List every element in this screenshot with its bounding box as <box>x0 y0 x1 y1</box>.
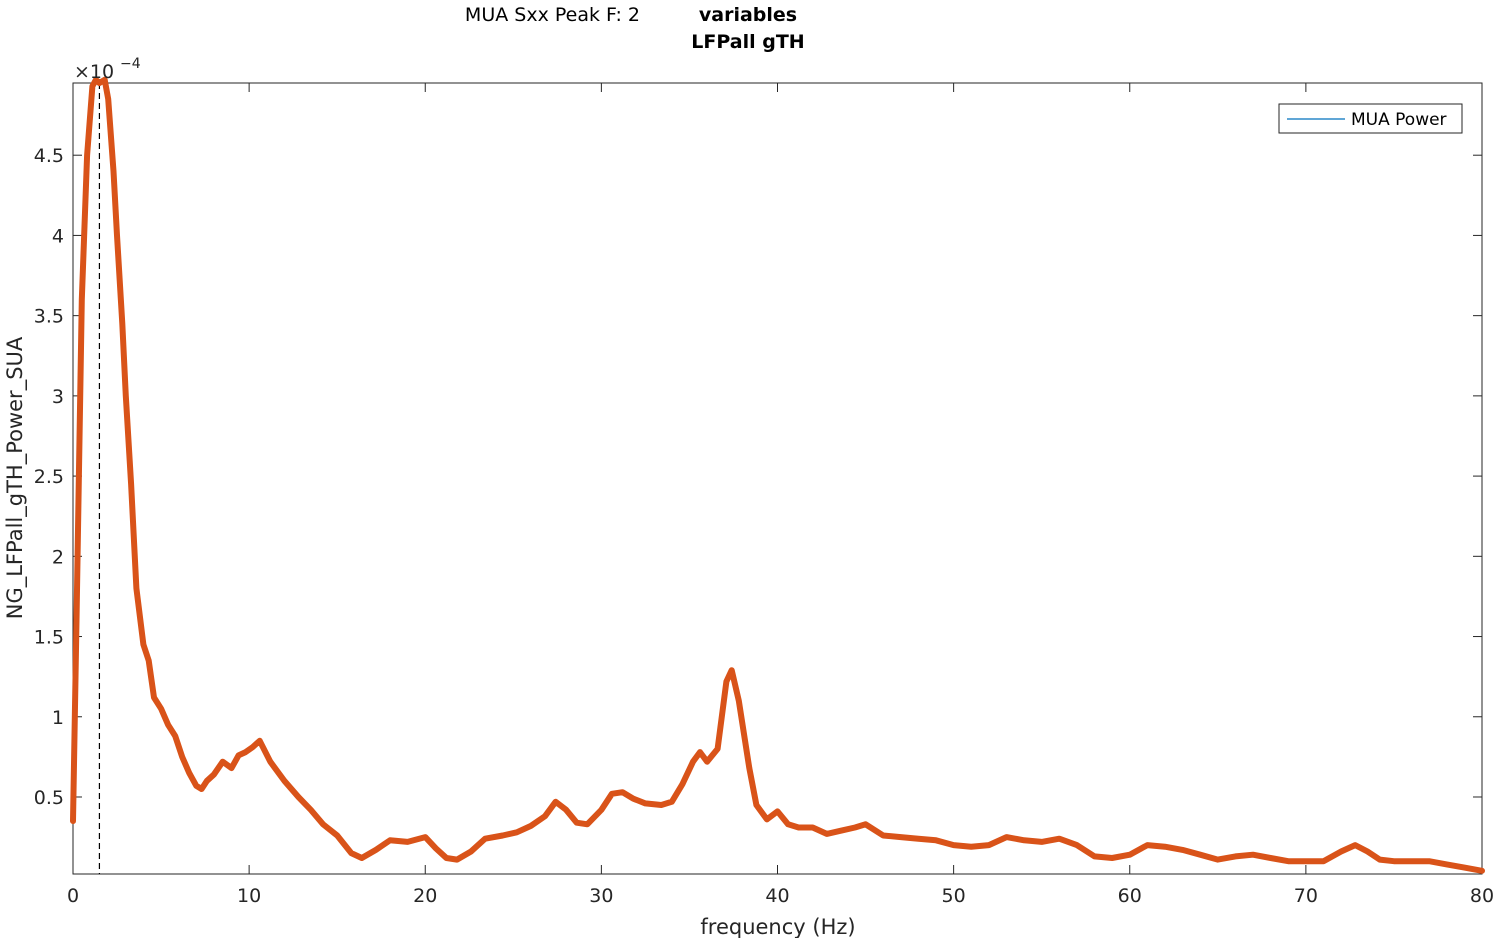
x-tick-label: 60 <box>1118 885 1142 907</box>
y-tick-label: 3.5 <box>34 306 64 328</box>
y-tick-label: 1 <box>52 707 64 729</box>
y-tick-label: 4.5 <box>34 145 64 167</box>
plot-area: 0 10 20 30 40 50 60 70 80 0.5 1 1.5 2 2.5 3 3.5 4 4.5 <box>34 76 1494 907</box>
y-tick-label: 4 <box>52 225 64 247</box>
chart-title-variables: variables <box>699 4 797 26</box>
y-axis-ticks: 0.5 1 1.5 2 2.5 3 3.5 4 4.5 <box>34 145 1482 809</box>
y-axis-label: NG_LFPall_gTH_Power_SUA <box>3 336 28 619</box>
x-axis-label: frequency (Hz) <box>700 915 855 938</box>
chart-title-left: MUA Sxx Peak F: 2 <box>465 4 640 26</box>
y-tick-label: 0.5 <box>34 787 64 809</box>
y-tick-label: 2 <box>52 546 64 568</box>
y-tick-label: 1.5 <box>34 627 64 649</box>
chart-title-subtitle: LFPall gTH <box>691 31 804 53</box>
x-tick-label: 50 <box>942 885 966 907</box>
x-axis-ticks: 0 10 20 30 40 50 60 70 80 <box>67 83 1494 907</box>
x-tick-label: 40 <box>765 885 789 907</box>
axis-exponent-base: ×10 <box>74 61 114 83</box>
y-tick-label: 2.5 <box>34 466 64 488</box>
y-tick-label: 3 <box>52 386 64 408</box>
x-tick-label: 70 <box>1294 885 1318 907</box>
x-tick-label: 10 <box>237 885 261 907</box>
legend: MUA Power <box>1278 103 1463 134</box>
x-tick-label: 20 <box>413 885 437 907</box>
x-tick-label: 30 <box>589 885 613 907</box>
axes-box <box>72 82 1483 875</box>
x-tick-label: 0 <box>67 885 79 907</box>
axis-exponent-power: −4 <box>120 56 141 72</box>
series-line-mua-power <box>70 76 1485 874</box>
legend-label: MUA Power <box>1351 110 1447 130</box>
axis-exponent: ×10 −4 <box>74 56 141 83</box>
x-tick-label: 80 <box>1470 885 1494 907</box>
